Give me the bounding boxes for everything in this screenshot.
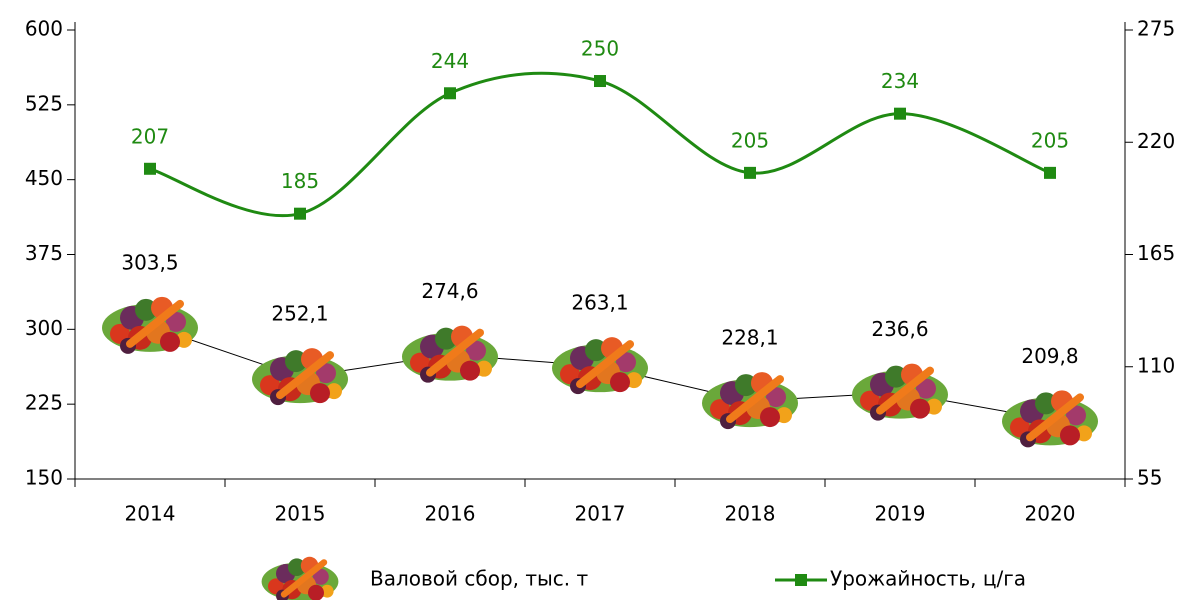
vegetable [610, 372, 630, 392]
y2-tick-label: 55 [1137, 466, 1162, 490]
point-marker [444, 87, 456, 99]
data-label: 250 [581, 37, 619, 61]
vegetable-marker [252, 348, 348, 405]
chart: 150 225 300 375 450 525 600 55 110 165 220 275 2014 2… [0, 0, 1191, 600]
data-label: 185 [281, 169, 319, 193]
point-marker [1044, 167, 1056, 179]
y-tick-label: 225 [25, 391, 63, 415]
legend-label: Урожайность, ц/га [830, 567, 1026, 591]
x-tick-label: 2017 [575, 502, 626, 526]
vegetable [760, 407, 780, 427]
series-line [150, 73, 1050, 215]
point-marker [294, 208, 306, 220]
data-label: 207 [131, 124, 169, 148]
x-tick-label: 2019 [875, 502, 926, 526]
data-label: 209,8 [1021, 344, 1078, 368]
vegetable [1060, 425, 1080, 445]
vegetable [160, 332, 180, 352]
vegetable [910, 399, 930, 419]
y2-tick-label: 220 [1137, 129, 1175, 153]
point-marker [894, 108, 906, 120]
point-marker [594, 75, 606, 87]
data-label: 303,5 [121, 250, 178, 274]
vegetable [310, 383, 330, 403]
y2-tick-label: 165 [1137, 241, 1175, 265]
vegetable-marker [1002, 390, 1098, 447]
vegetable-marker [102, 297, 198, 354]
vegetable-marker [402, 326, 498, 383]
x-tick-label: 2014 [125, 502, 176, 526]
vegetable-marker [552, 337, 648, 394]
y-tick-label: 300 [25, 316, 63, 340]
y-tick-label: 150 [25, 466, 63, 490]
y2-tick-label: 110 [1137, 353, 1175, 377]
x-tick-label: 2016 [425, 502, 476, 526]
data-label: 244 [431, 49, 469, 73]
data-label: 205 [731, 128, 769, 152]
data-label: 274,6 [421, 279, 478, 303]
vegetable-marker [262, 557, 339, 600]
data-label: 252,1 [271, 302, 328, 326]
vegetable-marker [702, 372, 798, 429]
x-tick-label: 2020 [1025, 502, 1076, 526]
y-tick-label: 450 [25, 166, 63, 190]
data-label: 205 [1031, 128, 1069, 152]
vegetable-marker [852, 364, 948, 421]
data-label: 234 [881, 69, 919, 93]
data-label: 228,1 [721, 326, 778, 350]
data-label: 236,6 [871, 317, 928, 341]
vegetable [460, 361, 480, 381]
x-tick-label: 2018 [725, 502, 776, 526]
data-label: 263,1 [571, 291, 628, 315]
point-marker [144, 163, 156, 175]
legend-marker [795, 574, 807, 586]
y2-tick-label: 275 [1137, 17, 1175, 41]
y-tick-label: 600 [25, 17, 63, 41]
legend-label: Валовой сбор, тыс. т [370, 567, 589, 591]
y-tick-label: 375 [25, 241, 63, 265]
y-tick-label: 525 [25, 91, 63, 115]
point-marker [744, 167, 756, 179]
x-tick-label: 2015 [275, 502, 326, 526]
